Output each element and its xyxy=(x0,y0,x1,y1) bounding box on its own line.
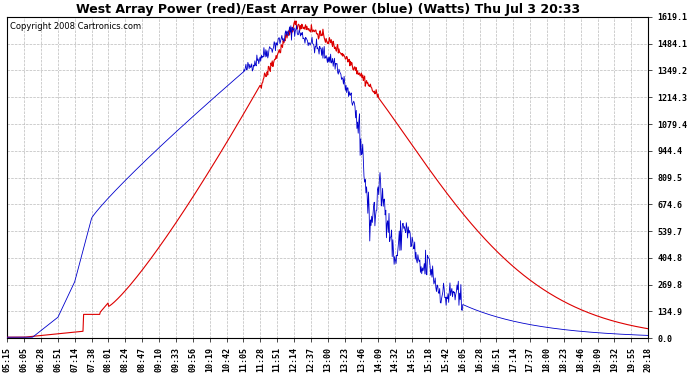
Text: Copyright 2008 Cartronics.com: Copyright 2008 Cartronics.com xyxy=(10,22,141,31)
Title: West Array Power (red)/East Array Power (blue) (Watts) Thu Jul 3 20:33: West Array Power (red)/East Array Power … xyxy=(76,3,580,16)
